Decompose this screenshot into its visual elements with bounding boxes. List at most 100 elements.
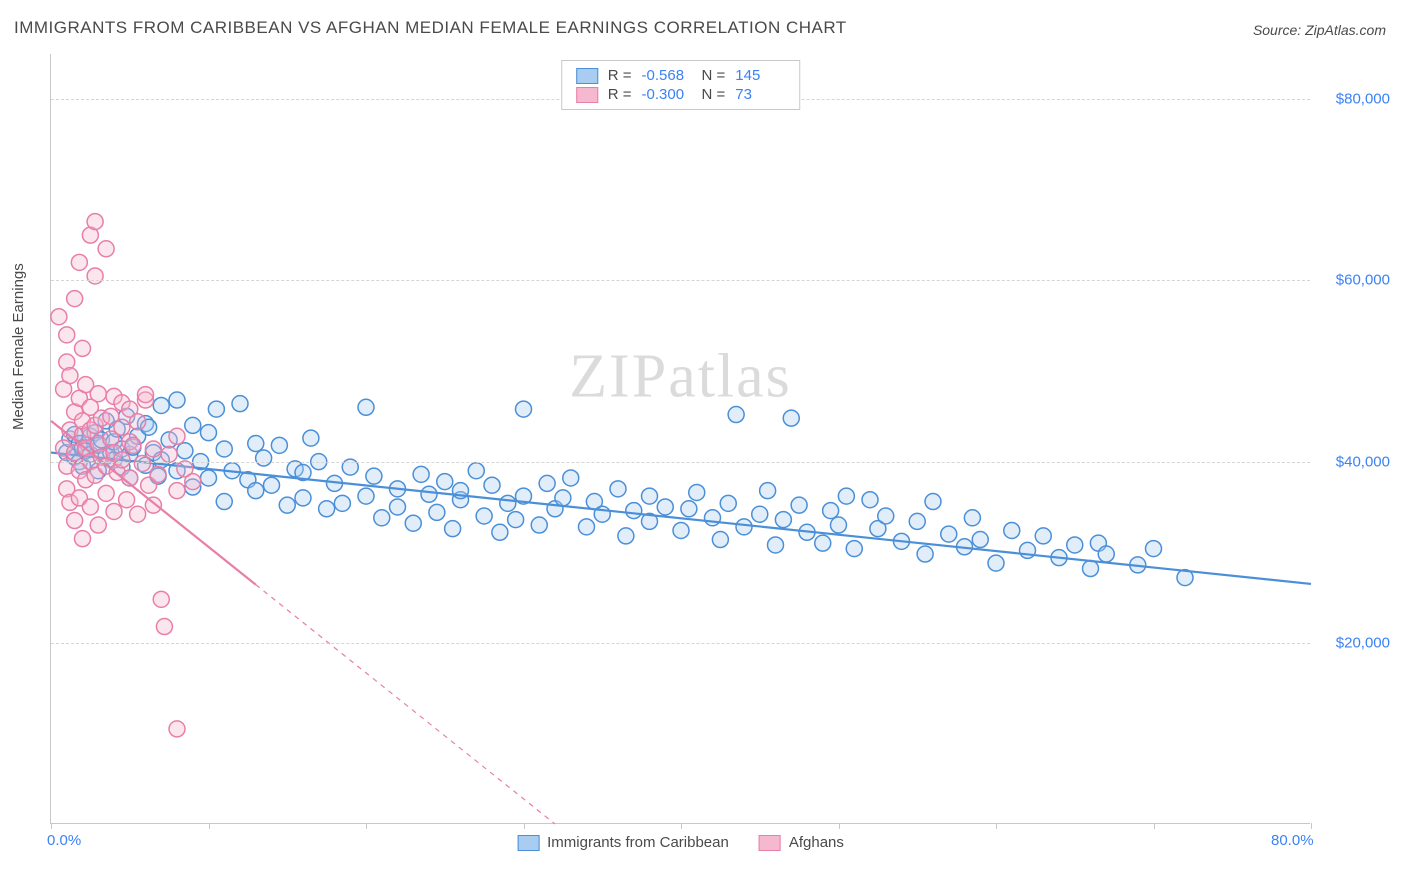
data-point — [516, 401, 532, 417]
legend-label-afghan: Afghans — [789, 834, 844, 851]
data-point — [156, 619, 172, 635]
data-point — [82, 499, 98, 515]
gridline — [51, 280, 1310, 281]
data-point — [185, 417, 201, 433]
n-value-afghan: 73 — [735, 86, 785, 103]
data-point — [925, 494, 941, 510]
data-point — [768, 537, 784, 553]
data-point — [508, 512, 524, 528]
data-point — [319, 501, 335, 517]
chart-area: ZIPatlas R = -0.568 N = 145 R = -0.300 N… — [50, 54, 1310, 824]
data-point — [374, 510, 390, 526]
data-point — [390, 499, 406, 515]
data-point — [169, 483, 185, 499]
data-point — [119, 492, 135, 508]
n-label: N = — [702, 67, 726, 84]
data-point — [476, 508, 492, 524]
legend-label-caribbean: Immigrants from Caribbean — [547, 834, 729, 851]
x-tick — [996, 823, 997, 829]
data-point — [752, 506, 768, 522]
data-point — [563, 470, 579, 486]
x-tick — [209, 823, 210, 829]
data-point — [1035, 528, 1051, 544]
data-point — [279, 497, 295, 513]
data-point — [169, 428, 185, 444]
n-value-caribbean: 145 — [735, 67, 785, 84]
data-point — [1083, 561, 1099, 577]
data-point — [610, 481, 626, 497]
y-tick-label: $40,000 — [1320, 453, 1390, 470]
data-point — [484, 477, 500, 493]
data-point — [618, 528, 634, 544]
data-point — [264, 477, 280, 493]
x-tick — [1154, 823, 1155, 829]
y-tick-label: $80,000 — [1320, 91, 1390, 108]
data-point — [689, 484, 705, 500]
chart-title: IMMIGRANTS FROM CARIBBEAN VS AFGHAN MEDI… — [14, 18, 847, 38]
data-point — [90, 386, 106, 402]
data-point — [405, 515, 421, 531]
data-point — [909, 513, 925, 529]
data-point — [673, 522, 689, 538]
y-tick-label: $60,000 — [1320, 272, 1390, 289]
data-point — [728, 407, 744, 423]
data-point — [941, 526, 957, 542]
data-point — [421, 486, 437, 502]
data-point — [1004, 522, 1020, 538]
data-point — [153, 397, 169, 413]
scatter-plot — [51, 54, 1310, 823]
data-point — [492, 524, 508, 540]
legend-item-afghan: Afghans — [759, 834, 844, 851]
r-label: R = — [608, 86, 632, 103]
data-point — [90, 517, 106, 533]
data-point — [555, 490, 571, 506]
x-tick — [366, 823, 367, 829]
data-point — [815, 535, 831, 551]
data-point — [256, 450, 272, 466]
legend-item-caribbean: Immigrants from Caribbean — [517, 834, 729, 851]
data-point — [201, 425, 217, 441]
data-point — [823, 503, 839, 519]
x-tick — [681, 823, 682, 829]
data-point — [67, 513, 83, 529]
data-point — [500, 495, 516, 511]
data-point — [657, 499, 673, 515]
data-point — [681, 501, 697, 517]
data-point — [169, 721, 185, 737]
gridline — [51, 643, 1310, 644]
data-point — [114, 452, 130, 468]
data-point — [831, 517, 847, 533]
data-point — [413, 466, 429, 482]
data-point — [791, 497, 807, 513]
data-point — [153, 591, 169, 607]
data-point — [468, 463, 484, 479]
data-point — [114, 419, 130, 435]
data-point — [51, 309, 67, 325]
n-label: N = — [702, 86, 726, 103]
swatch-caribbean — [517, 835, 539, 851]
swatch-afghan — [576, 87, 598, 103]
data-point — [71, 254, 87, 270]
data-point — [150, 466, 166, 482]
data-point — [125, 437, 141, 453]
data-point — [736, 519, 752, 535]
x-tick — [1311, 823, 1312, 829]
data-point — [972, 532, 988, 548]
data-point — [130, 506, 146, 522]
data-point — [437, 474, 453, 490]
data-point — [106, 503, 122, 519]
data-point — [138, 387, 154, 403]
stats-row-afghan: R = -0.300 N = 73 — [576, 86, 786, 103]
data-point — [185, 474, 201, 490]
data-point — [705, 510, 721, 526]
r-label: R = — [608, 67, 632, 84]
regression-line — [51, 453, 1311, 584]
data-point — [98, 485, 114, 501]
data-point — [760, 483, 776, 499]
data-point — [1146, 541, 1162, 557]
data-point — [964, 510, 980, 526]
data-point — [59, 327, 75, 343]
y-axis-label: Median Female Earnings — [10, 263, 27, 430]
data-point — [846, 541, 862, 557]
data-point — [642, 488, 658, 504]
